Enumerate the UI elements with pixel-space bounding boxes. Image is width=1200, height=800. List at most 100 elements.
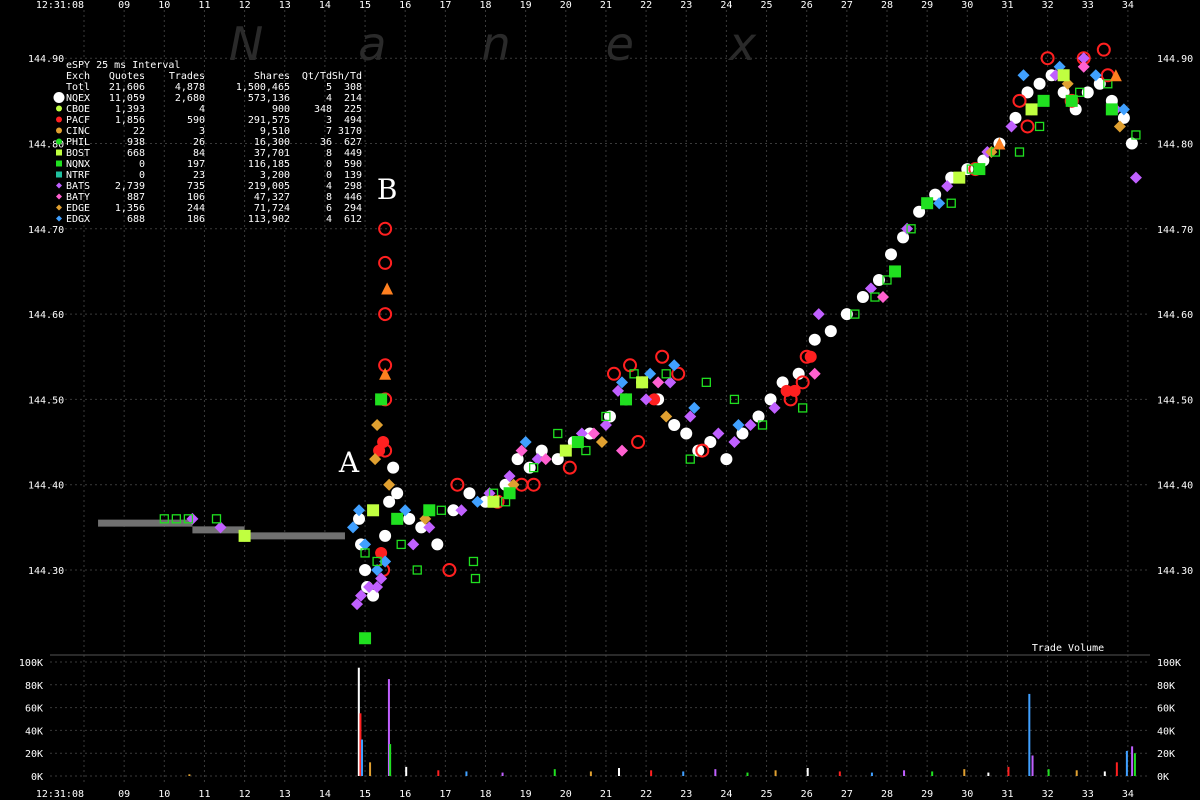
- price-point: [850, 309, 860, 319]
- price-tick-label-left: 144.70: [28, 225, 64, 236]
- price-point: [993, 137, 1006, 150]
- price-point: [1125, 137, 1138, 150]
- volume-bar: [870, 772, 873, 776]
- legend-column-header: Qt/Td: [302, 71, 332, 82]
- legend-cell: 6: [326, 203, 332, 214]
- legend-cell: BOST: [66, 148, 90, 159]
- price-point: [407, 538, 420, 551]
- volume-tick-label-right: 80K: [1157, 681, 1175, 692]
- volume-bar: [437, 770, 440, 776]
- legend-cell: 4,878: [175, 82, 205, 93]
- time-tick-label-bottom: 30: [961, 789, 973, 800]
- time-tick-label-bottom: 12: [239, 789, 251, 800]
- legend-cell: 4: [326, 93, 332, 104]
- legend-cell: 244: [187, 203, 205, 214]
- legend-marker: [56, 193, 62, 200]
- legend-marker: [56, 204, 62, 211]
- price-point: [351, 598, 364, 611]
- price-point: [359, 564, 372, 576]
- price-point: [595, 436, 608, 449]
- price-point: [353, 504, 366, 517]
- price-point: [487, 495, 500, 508]
- legend-column-header: Quotes: [109, 71, 145, 82]
- price-point: [1129, 171, 1142, 184]
- time-tick-label-top: 10: [158, 0, 170, 11]
- volume-axis-label: Trade Volume: [1032, 643, 1104, 654]
- volume-bar: [357, 667, 360, 776]
- legend-cell: NQEX: [66, 93, 90, 104]
- volume-bar: [963, 769, 966, 776]
- price-point: [363, 581, 376, 594]
- price-point: [601, 411, 611, 422]
- price-point: [1089, 69, 1102, 82]
- price-point: [387, 461, 400, 474]
- price-point: [238, 529, 251, 542]
- legend-cell: 5: [326, 82, 332, 93]
- price-point: [953, 171, 966, 184]
- legend-cell: 37,701: [254, 148, 290, 159]
- price-point: [539, 453, 552, 466]
- time-tick-label-top: 27: [841, 0, 853, 11]
- price-point: [562, 460, 577, 475]
- price-point: [655, 349, 670, 364]
- price-point: [685, 454, 695, 464]
- volume-bar: [987, 772, 990, 776]
- legend-column-header: Exch: [66, 71, 90, 82]
- legend-cell: 36: [320, 137, 332, 148]
- legend-cell: 1,500,465: [236, 82, 290, 93]
- time-tick-label-bottom: 29: [921, 789, 933, 800]
- volume-tick-label-right: 20K: [1157, 749, 1175, 760]
- price-point: [436, 505, 446, 515]
- price-point: [503, 487, 516, 500]
- volume-bar: [682, 771, 685, 776]
- price-point: [553, 428, 563, 439]
- price-point: [660, 410, 673, 423]
- price-point: [375, 572, 388, 585]
- price-point: [1033, 77, 1046, 90]
- legend-cell: 298: [344, 181, 362, 192]
- price-point: [1081, 86, 1094, 99]
- annotation-label: B: [377, 173, 398, 206]
- volume-bar: [1133, 753, 1136, 776]
- price-point: [620, 393, 633, 406]
- volume-bar: [746, 772, 749, 776]
- legend-cell: BATY: [66, 192, 90, 203]
- time-tick-label-top: 24: [720, 0, 732, 11]
- price-tick-label-left: 144.30: [28, 566, 64, 577]
- legend-cell: NQNX: [66, 159, 90, 170]
- legend-cell: 668: [127, 148, 145, 159]
- price-point: [367, 504, 380, 517]
- time-tick-label-bottom: 33: [1082, 789, 1094, 800]
- time-tick-label-bottom: 17: [439, 789, 451, 800]
- legend-marker: [56, 160, 62, 167]
- time-tick-label-bottom: 10: [158, 789, 170, 800]
- price-point: [347, 521, 360, 534]
- legend-cell: BATS: [66, 181, 90, 192]
- volume-bar: [903, 770, 906, 776]
- price-point: [921, 197, 934, 210]
- price-point: [455, 504, 468, 517]
- price-point: [668, 359, 681, 372]
- time-tick-label-bottom: 13: [279, 789, 291, 800]
- price-point: [808, 367, 821, 380]
- price-point: [629, 369, 639, 379]
- legend-cell: 0: [139, 159, 145, 170]
- price-point: [1131, 130, 1141, 140]
- price-point: [864, 282, 877, 295]
- volume-tick-label-left: 0K: [31, 772, 43, 783]
- volume-bar: [650, 770, 653, 776]
- price-point: [535, 444, 548, 457]
- time-tick-label-top: 16: [399, 0, 411, 11]
- time-tick-label-top: 18: [479, 0, 491, 11]
- volume-bar: [501, 772, 504, 776]
- axis-ticks: 12:31:08 12:31:08 09 09 10 10 11 11 12 12 13 13 14 14…: [19, 0, 1193, 800]
- price-point: [1014, 147, 1025, 157]
- legend-cell: 3,200: [260, 170, 290, 181]
- time-tick-label-top: 15: [359, 0, 371, 11]
- volume-bar: [806, 768, 809, 776]
- legend-cell: 113,902: [248, 214, 290, 225]
- price-point: [423, 521, 436, 534]
- volume-tick-label-right: 40K: [1157, 726, 1175, 737]
- volume-tick-label-left: 100K: [19, 658, 43, 669]
